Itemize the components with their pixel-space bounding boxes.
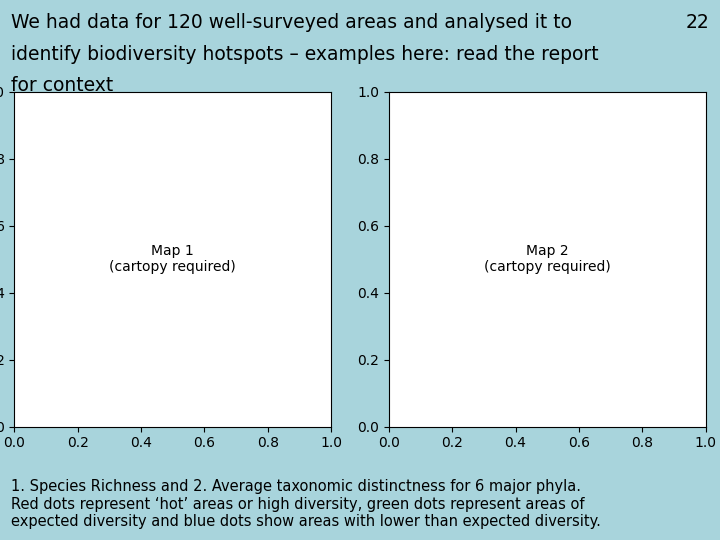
Text: 1. Species Richness and 2. Average taxonomic distinctness for 6 major phyla.
Red: 1. Species Richness and 2. Average taxon…	[11, 480, 600, 529]
Text: We had data for 120 well-surveyed areas and analysed it to: We had data for 120 well-surveyed areas …	[11, 14, 572, 32]
Text: Map 1
(cartopy required): Map 1 (cartopy required)	[109, 244, 236, 274]
Text: 22: 22	[685, 14, 709, 32]
Text: Map 2
(cartopy required): Map 2 (cartopy required)	[484, 244, 611, 274]
Text: identify biodiversity hotspots – examples here: read the report: identify biodiversity hotspots – example…	[11, 45, 598, 64]
Text: for context: for context	[11, 76, 113, 95]
